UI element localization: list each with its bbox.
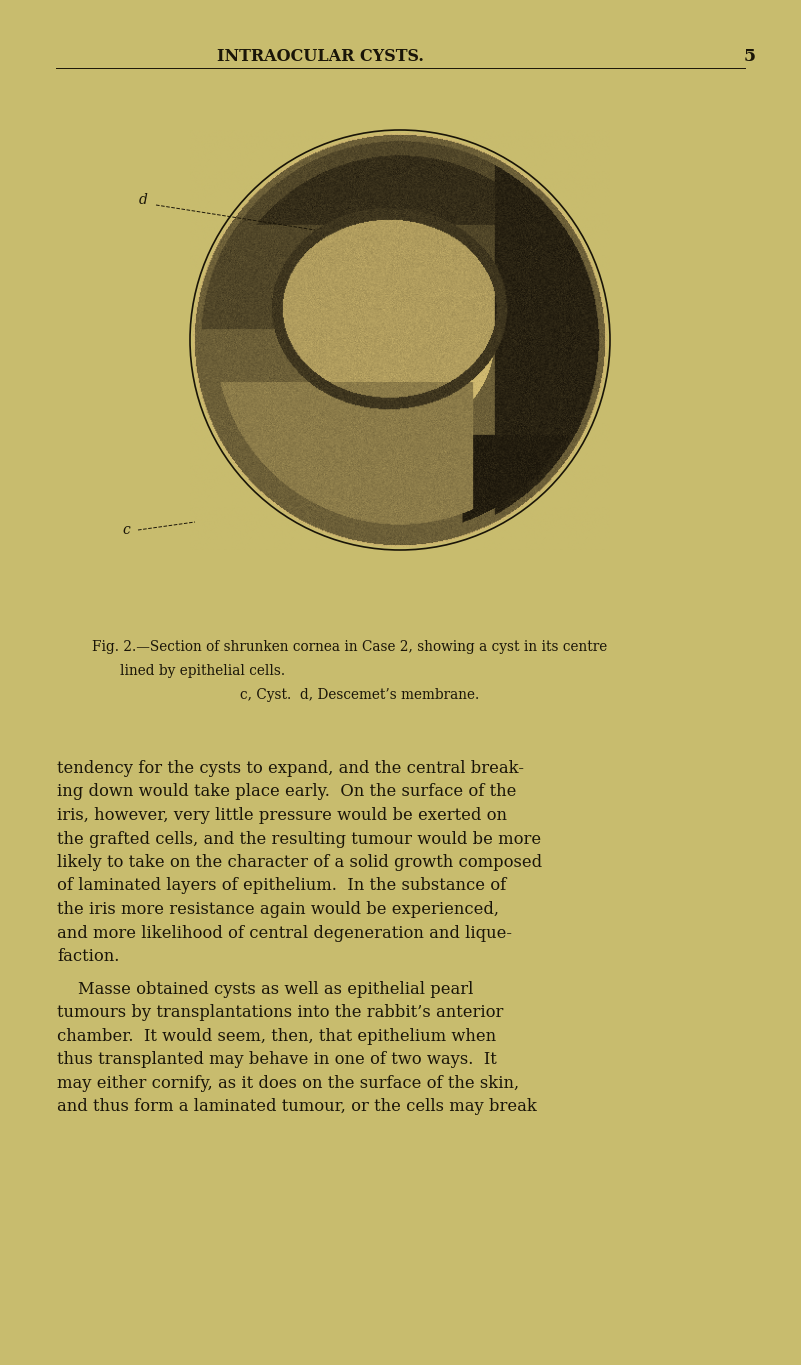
- Text: and more likelihood of central degeneration and lique-: and more likelihood of central degenerat…: [57, 924, 512, 942]
- Text: Fig. 2.—Section of shrunken cornea in Case 2, showing a cyst in its centre: Fig. 2.—Section of shrunken cornea in Ca…: [92, 640, 607, 654]
- Text: 5: 5: [744, 48, 756, 66]
- Text: d: d: [139, 192, 148, 207]
- Text: ing down would take place early.  On the surface of the: ing down would take place early. On the …: [57, 784, 517, 800]
- Text: of laminated layers of epithelium.  In the substance of: of laminated layers of epithelium. In th…: [57, 878, 506, 894]
- Text: iris, however, very little pressure would be exerted on: iris, however, very little pressure woul…: [57, 807, 507, 824]
- Text: INTRAOCULAR CYSTS.: INTRAOCULAR CYSTS.: [216, 48, 424, 66]
- Text: may either cornify, as it does on the surface of the skin,: may either cornify, as it does on the su…: [57, 1074, 519, 1092]
- Text: likely to take on the character of a solid growth composed: likely to take on the character of a sol…: [57, 854, 542, 871]
- Text: chamber.  It would seem, then, that epithelium when: chamber. It would seem, then, that epith…: [57, 1028, 496, 1044]
- Text: c, Cyst.  d, Descemet’s membrane.: c, Cyst. d, Descemet’s membrane.: [240, 688, 479, 702]
- Text: the iris more resistance again would be experienced,: the iris more resistance again would be …: [57, 901, 499, 919]
- Text: tumours by transplantations into the rabbit’s anterior: tumours by transplantations into the rab…: [57, 1005, 503, 1021]
- Text: lined by epithelial cells.: lined by epithelial cells.: [120, 663, 285, 678]
- Text: and thus form a laminated tumour, or the cells may break: and thus form a laminated tumour, or the…: [57, 1099, 537, 1115]
- Text: Masse obtained cysts as well as epithelial pearl: Masse obtained cysts as well as epitheli…: [57, 981, 473, 998]
- Text: c: c: [123, 523, 130, 536]
- Text: the grafted cells, and the resulting tumour would be more: the grafted cells, and the resulting tum…: [57, 830, 541, 848]
- Text: thus transplanted may behave in one of two ways.  It: thus transplanted may behave in one of t…: [57, 1051, 497, 1069]
- Text: tendency for the cysts to expand, and the central break-: tendency for the cysts to expand, and th…: [57, 760, 524, 777]
- Text: faction.: faction.: [57, 949, 119, 965]
